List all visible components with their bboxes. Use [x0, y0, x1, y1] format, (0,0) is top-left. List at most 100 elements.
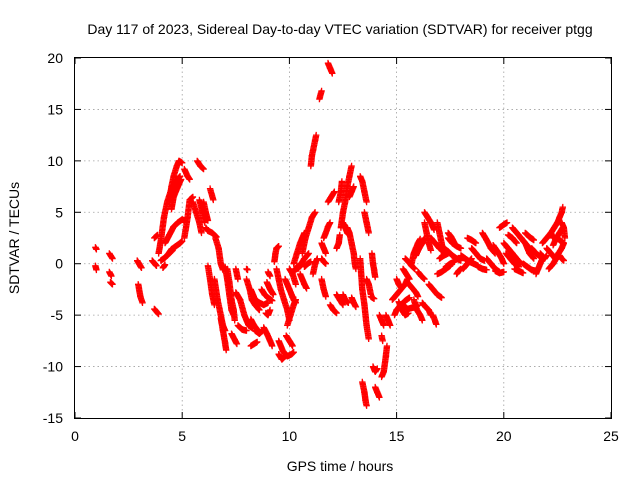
x-tick-label: 5 [178, 428, 186, 444]
data-point [275, 243, 282, 250]
x-tick-label: 0 [71, 428, 79, 444]
data-point [322, 293, 329, 300]
x-tick-label: 10 [282, 428, 298, 444]
data-point [379, 337, 386, 345]
data-point [468, 255, 475, 262]
data-point [270, 291, 277, 298]
data-point [281, 353, 289, 360]
data-point [93, 246, 100, 253]
points-layer [92, 59, 569, 409]
data-point [93, 266, 100, 274]
y-axis-label: SDTVAR / TECUs [6, 182, 22, 294]
data-point [363, 198, 370, 206]
data-point [414, 293, 422, 300]
data-point [372, 273, 379, 281]
data-point [179, 159, 186, 167]
y-tick-label: 15 [47, 101, 63, 117]
data-point [311, 209, 319, 216]
data-point [234, 275, 242, 283]
data-point [153, 262, 160, 269]
data-point [559, 203, 566, 211]
data-point [290, 349, 297, 356]
data-point [231, 317, 238, 324]
data-point [365, 229, 372, 237]
data-point [472, 239, 480, 247]
x-tick-label: 20 [496, 428, 512, 444]
data-point [500, 260, 507, 267]
data-point [318, 87, 325, 95]
data-point [451, 258, 458, 265]
data-point [233, 340, 241, 348]
data-point [397, 284, 405, 291]
data-point [292, 299, 299, 306]
data-point [376, 394, 383, 401]
data-point [363, 402, 370, 409]
data-point [109, 281, 116, 288]
data-point [204, 217, 212, 224]
data-point [269, 342, 276, 350]
data-point [374, 365, 381, 372]
data-point [365, 335, 372, 342]
data-point [530, 236, 537, 244]
y-tick-label: 20 [47, 50, 63, 66]
data-point [560, 257, 567, 264]
data-point [322, 260, 329, 267]
data-point [177, 176, 185, 183]
plot-frame [74, 57, 612, 419]
y-tick-label: -5 [51, 307, 64, 323]
data-point [305, 250, 312, 257]
data-point [457, 245, 465, 252]
data-point [513, 239, 520, 247]
data-point [322, 250, 329, 257]
data-point [421, 275, 428, 283]
data-point [292, 281, 299, 288]
data-point [329, 70, 336, 77]
data-point [266, 306, 274, 314]
data-point [339, 301, 347, 309]
data-point [138, 264, 145, 271]
data-point [109, 255, 116, 262]
data-point [331, 188, 338, 195]
data-point [155, 310, 162, 318]
data-point [383, 342, 391, 350]
data-point [406, 294, 413, 301]
data-point [348, 162, 355, 170]
data-point [289, 342, 296, 350]
data-point [210, 196, 217, 204]
data-point [352, 303, 360, 311]
label-layer: 0 5 10 15 20 25 -15 -10 -5 0 5 10 15 20 [43, 50, 619, 444]
data-point [350, 183, 357, 190]
data-point [326, 219, 334, 226]
data-point [269, 297, 276, 304]
data-point [387, 322, 394, 329]
data-point [303, 285, 310, 292]
data-point [244, 266, 251, 274]
y-tick-label: -15 [43, 410, 63, 426]
data-point [108, 272, 115, 280]
data-point [438, 294, 445, 301]
data-point [483, 266, 490, 274]
data-point [560, 239, 567, 247]
data-point [198, 229, 205, 237]
data-point [313, 131, 320, 139]
data-point [530, 255, 537, 262]
data-point [243, 327, 250, 334]
data-point [338, 178, 346, 185]
data-point [266, 272, 274, 280]
data-point [411, 265, 418, 273]
data-point [427, 247, 435, 254]
data-point [419, 317, 426, 324]
data-point [161, 261, 169, 268]
data-point [333, 309, 340, 317]
data-point [433, 321, 440, 328]
data-point [380, 322, 387, 329]
data-point [223, 346, 230, 354]
data-point [500, 268, 507, 276]
data-point [519, 269, 527, 277]
data-point [139, 299, 146, 306]
chart-title: Day 117 of 2023, Sidereal Day-to-day VTE… [87, 21, 592, 37]
data-point [503, 219, 511, 226]
data-point [451, 239, 458, 247]
